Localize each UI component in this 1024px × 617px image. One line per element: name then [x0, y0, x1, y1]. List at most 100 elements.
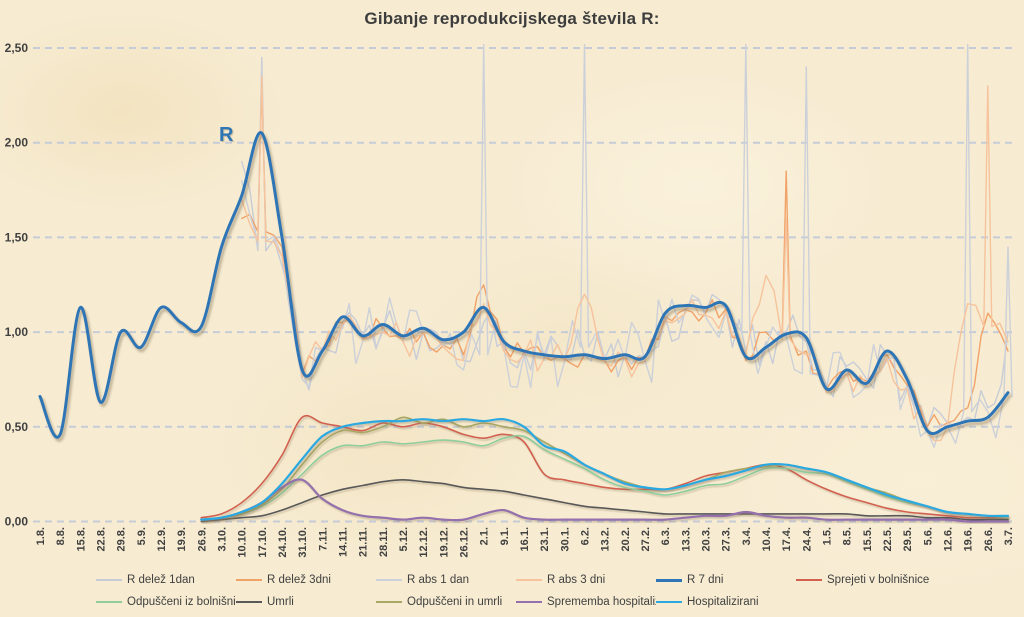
- legend-item-sprememba-hospitalizacij: Sprememba hospitalizacij: [516, 596, 656, 608]
- series-line-2: [241, 44, 1013, 448]
- x-axis-tick-label: 29.8.: [116, 527, 128, 551]
- x-axis-tick-label: 24.10.: [277, 527, 289, 558]
- series-line-10: [200, 417, 1010, 521]
- x-axis-tick-label: 3.10.: [217, 527, 229, 551]
- x-axis-tick-label: 26.6.: [983, 527, 995, 551]
- series-annotation-r: R: [219, 124, 234, 146]
- x-axis-tick-label: 12.12.: [418, 527, 430, 558]
- x-axis-tick-label: 12.6.: [943, 527, 955, 551]
- chart-title: Gibanje reprodukcijskega števila R:: [364, 9, 660, 28]
- x-axis-tick-label: 5.9.: [136, 527, 148, 545]
- legend-label: Hospitalizirani: [687, 596, 759, 608]
- legend-swatch: [796, 579, 822, 581]
- legend-swatch: [656, 601, 682, 603]
- legend-label: Odpuščeni iz bolnišnic: [127, 596, 236, 608]
- legend-swatch: [236, 601, 262, 603]
- x-axis-tick-label: 19.6.: [963, 527, 975, 551]
- legend-label: R delež 1dan: [127, 574, 195, 586]
- x-axis-tick-label: 8.5.: [842, 527, 854, 545]
- x-axis-tick-label: 16.1.: [519, 527, 531, 551]
- x-axis-tick-label: 20.2.: [620, 527, 632, 551]
- x-axis-tick-label: 6.2.: [580, 527, 592, 545]
- y-axis-tick-label: 2,50: [5, 41, 29, 55]
- x-axis-tick-label: 27.2.: [640, 527, 652, 551]
- x-axis-tick-label: 17.4.: [781, 527, 793, 551]
- legend-item-umrli: Umrli: [236, 596, 376, 608]
- x-axis-tick-label: 23.1.: [539, 527, 551, 551]
- x-axis-tick-label: 26.9.: [196, 527, 208, 551]
- x-axis-tick-label: 15.8.: [75, 527, 87, 551]
- series-line-9: [200, 478, 1010, 523]
- x-axis-tick-label: 29.5.: [902, 527, 914, 551]
- y-axis-tick-label: 0,50: [5, 420, 29, 434]
- x-axis-tick-label: 10.4.: [761, 527, 773, 551]
- x-axis-tick-label: 5.6.: [922, 527, 934, 545]
- x-axis-tick-label: 3.4.: [741, 527, 753, 545]
- legend-item-r-dele-3dni: R delež 3dni: [236, 574, 376, 586]
- x-axis-tick-label: 21.11.: [358, 527, 370, 557]
- series-line-6: [200, 434, 1009, 521]
- series-line-4: [38, 131, 1010, 439]
- legend-item-r-abs-1-dan: R abs 1 dan: [376, 574, 516, 586]
- legend-label: Odpuščeni in umrli: [407, 596, 503, 608]
- x-axis-tick-label: 9.1.: [499, 527, 511, 545]
- legend-label: R 7 dni: [687, 574, 724, 586]
- x-axis-tick-label: 5.12.: [398, 527, 410, 551]
- legend-swatch: [656, 578, 682, 582]
- series-line-3: [241, 75, 1009, 442]
- x-axis-tick-label: 30.1.: [559, 527, 571, 551]
- x-axis-tick-label: 19.9.: [176, 527, 188, 551]
- x-axis-tick-label: 13.3.: [680, 527, 692, 551]
- legend-item-odpu-eni-iz-bolni-nic: Odpuščeni iz bolnišnic: [96, 596, 236, 608]
- x-axis-tick-label: 6.3.: [660, 527, 672, 545]
- legend-item-hospitalizirani: Hospitalizirani: [656, 596, 1024, 608]
- series-line-1: [241, 85, 1009, 428]
- x-axis-tick-label: 31.10.: [297, 527, 309, 558]
- x-axis-tick-label: 28.11.: [378, 527, 390, 557]
- y-axis-tick-label: 2,00: [5, 136, 29, 150]
- legend-swatch: [516, 601, 542, 603]
- legend-label: Sprememba hospitalizacij: [547, 596, 656, 608]
- series-line-8: [200, 416, 1009, 521]
- legend-swatch: [96, 579, 122, 581]
- x-axis-tick-label: 22.8.: [96, 527, 108, 551]
- x-axis-tick-label: 1.5.: [822, 527, 834, 545]
- x-axis-tick-label: 17.10.: [257, 527, 269, 558]
- y-axis-tick-label: 1,00: [5, 325, 29, 339]
- x-axis-tick-label: 8.8.: [55, 527, 67, 545]
- legend-swatch: [376, 579, 402, 581]
- legend-label: R abs 1 dan: [407, 574, 470, 586]
- x-axis-tick-label: 13.2.: [600, 527, 612, 551]
- x-axis-tick-label: 26.12.: [459, 527, 471, 558]
- legend: R delež 1dan R delež 3dni R abs 1 dan R abs…: [0, 569, 1024, 613]
- series-line-7: [200, 479, 1009, 523]
- x-axis-tick-label: 10.10.: [237, 527, 249, 558]
- legend-item-r-7-dni: R 7 dni: [656, 574, 796, 586]
- series-line-0: [241, 56, 1009, 428]
- legend-row: Odpuščeni iz bolnišnic Umrli Odpuščeni in …: [96, 591, 1024, 613]
- x-axis-tick-label: 12.9.: [156, 527, 168, 551]
- legend-item-r-abs-3-dni: R abs 3 dni: [516, 574, 656, 586]
- x-axis-tick-label: 20.3.: [701, 527, 713, 551]
- x-axis-tick-label: 1.8.: [35, 527, 47, 545]
- legend-label: Sprejeti v bolnišnice: [827, 574, 930, 586]
- legend-label: R delež 3dni: [267, 574, 331, 586]
- legend-swatch: [96, 601, 122, 603]
- x-axis-tick-label: 27.3.: [721, 527, 733, 551]
- x-axis-tick-label: 3.7.: [1003, 527, 1015, 545]
- legend-label: Umrli: [267, 596, 294, 608]
- legend-swatch: [516, 579, 542, 581]
- y-axis-tick-label: 1,50: [5, 230, 29, 244]
- legend-swatch: [236, 579, 262, 581]
- x-axis-tick-label: 22.5.: [882, 527, 894, 551]
- legend-label: R abs 3 dni: [547, 574, 606, 586]
- x-axis-tick-label: 2.1.: [479, 527, 491, 545]
- x-axis-tick-label: 7.11.: [317, 527, 329, 551]
- legend-item-sprejeti-v-bolni-nice: Sprejeti v bolnišnice: [796, 574, 1024, 586]
- legend-row: R delež 1dan R delež 3dni R abs 1 dan R abs…: [96, 569, 1024, 591]
- x-axis-tick-label: 14.11.: [338, 527, 350, 557]
- x-axis-tick-label: 24.4.: [801, 527, 813, 551]
- x-axis-tick-label: 15.5.: [862, 527, 874, 551]
- legend-item-odpu-eni-in-umrli: Odpuščeni in umrli: [376, 596, 516, 608]
